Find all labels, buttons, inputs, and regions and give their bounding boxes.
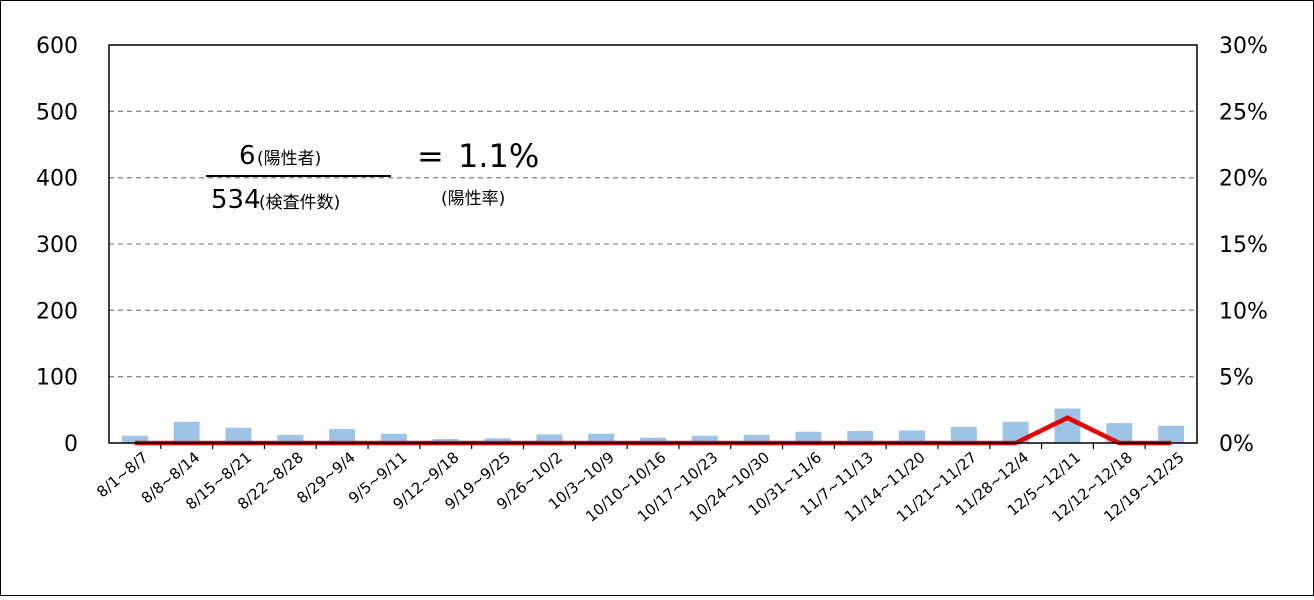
right-axis-ticks: 0% 5% 10% 15% 20% 25% 30% xyxy=(1219,34,1268,457)
bar xyxy=(1158,425,1185,443)
plot-area-border xyxy=(108,44,1198,444)
left-tick-label: 200 xyxy=(36,299,78,324)
right-tick-label: 0% xyxy=(1219,432,1254,457)
bar xyxy=(329,429,356,443)
bar xyxy=(225,427,252,443)
plot-area-frame xyxy=(108,44,1198,449)
left-tick-label: 100 xyxy=(36,366,78,391)
bar xyxy=(173,421,200,443)
positives-label: (陽性者) xyxy=(257,149,321,169)
bar xyxy=(899,430,925,443)
rate-label: (陽性率) xyxy=(441,189,505,209)
left-tick-label: 500 xyxy=(36,100,78,125)
gridlines xyxy=(109,110,1197,378)
bar-series xyxy=(121,408,1185,443)
bar xyxy=(743,435,770,443)
tests-count: 534 xyxy=(211,185,261,215)
positives-count: 6 xyxy=(239,141,256,171)
equals-sign: = xyxy=(417,137,444,175)
right-tick-label: 15% xyxy=(1219,233,1268,258)
rate-value: 1.1% xyxy=(458,137,539,175)
right-tick-label: 10% xyxy=(1219,299,1268,324)
bar xyxy=(795,431,822,443)
bar xyxy=(484,438,511,443)
bar xyxy=(950,427,977,443)
right-tick-label: 5% xyxy=(1219,366,1254,391)
bar xyxy=(277,435,304,443)
right-tick-label: 30% xyxy=(1219,34,1268,59)
right-tick-label: 25% xyxy=(1219,100,1268,125)
bar xyxy=(847,431,874,443)
positivity-annotation: 6 (陽性者) 534 (検査件数) = 1.1% (陽性率) xyxy=(206,137,539,215)
left-axis-ticks: 0 100 200 300 400 500 600 xyxy=(36,34,78,457)
bar xyxy=(381,433,407,443)
bar xyxy=(691,435,718,443)
bar xyxy=(1054,408,1081,443)
bar xyxy=(121,435,148,443)
tests-label: (検査件数) xyxy=(259,193,340,213)
right-tick-label: 20% xyxy=(1219,167,1268,192)
left-tick-label: 600 xyxy=(36,34,78,59)
x-axis-ticks: 8/1~8/78/8~8/148/15~8/218/22~8/288/29~9/… xyxy=(93,448,1187,525)
left-tick-label: 300 xyxy=(36,233,78,258)
left-tick-label: 0 xyxy=(64,432,78,457)
bar xyxy=(588,433,615,443)
left-tick-label: 400 xyxy=(36,167,78,192)
bar xyxy=(536,434,563,443)
bar xyxy=(640,437,666,443)
